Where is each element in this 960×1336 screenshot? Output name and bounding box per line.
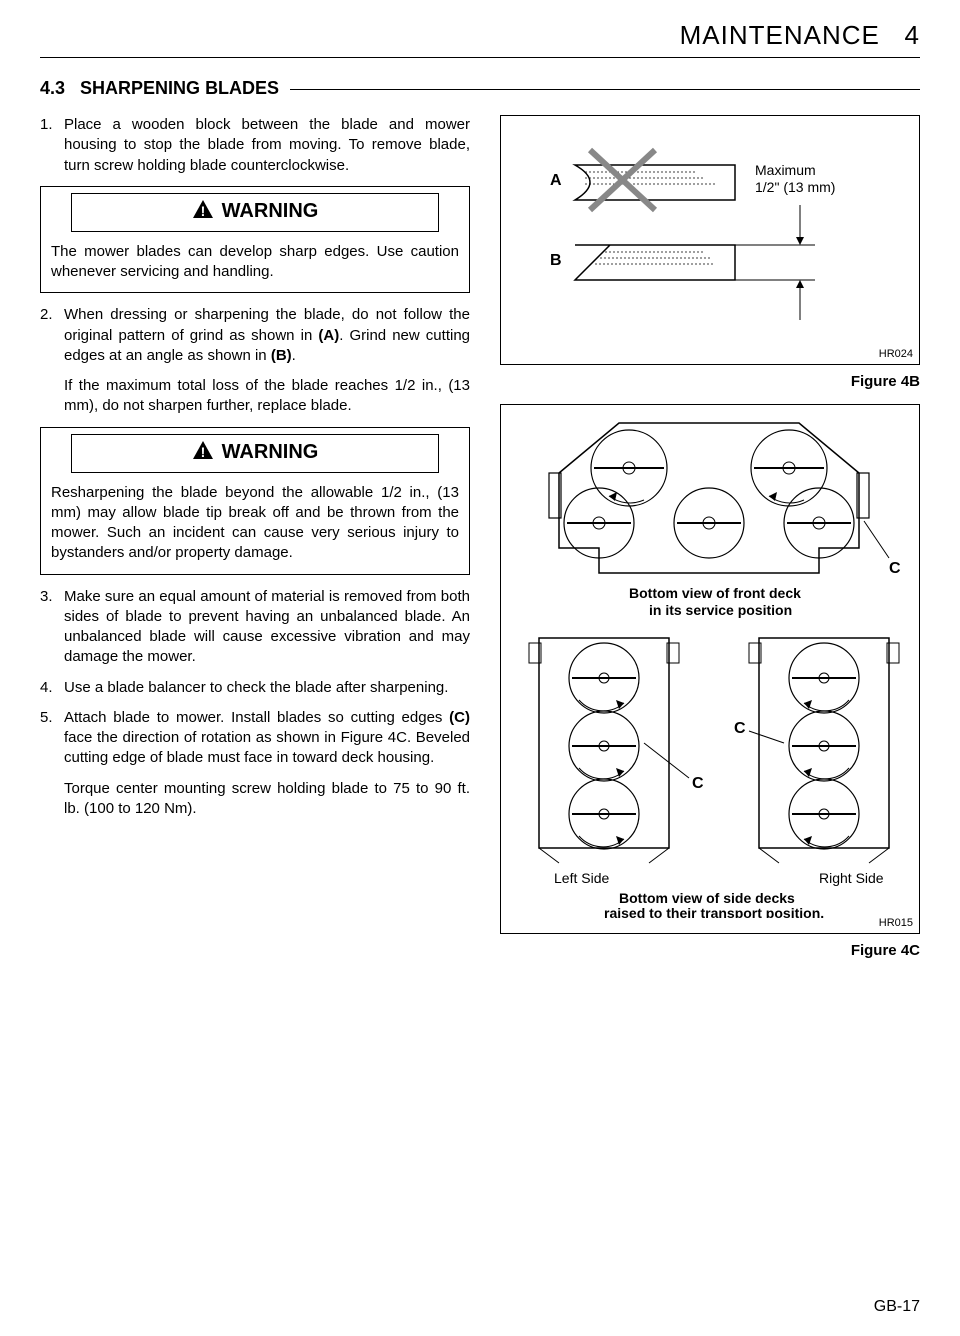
step-number: 5. [40,708,64,819]
figure-id: HR024 [879,348,913,360]
figure-4c-box: C Bottom view of front deck in its servi… [500,404,920,934]
left-column: 1. Place a wooden block between the blad… [40,115,470,973]
step-3: 3. Make sure an equal amount of material… [40,587,470,668]
section-number: 4.3 [40,78,65,98]
header-chapter: 4 [905,20,920,50]
step-5-para2: Torque center mounting screw holding bla… [64,779,470,820]
fig4b-label-b: B [550,252,562,269]
step-number: 1. [40,115,64,176]
step-5: 5. Attach blade to mower. Install blades… [40,708,470,819]
page-header: MAINTENANCE 4 [40,20,920,58]
svg-text:C: C [889,560,901,577]
figure-4b-svg: A B Maximum [515,130,885,340]
step-number: 2. [40,305,64,416]
figure-4c-label: Figure 4C [500,942,920,959]
fig4c-caption2: Bottom view of side decks [619,890,795,906]
svg-text:!: ! [200,203,205,219]
warning-box-2: ! WARNING Resharpening the blade beyond … [40,427,470,575]
step-text: Make sure an equal amount of material is… [64,587,470,668]
step-number: 3. [40,587,64,668]
warning-head: ! WARNING [71,193,439,232]
header-title: MAINTENANCE [680,20,880,50]
right-column: A B Maximum [500,115,920,973]
figure-4c-svg: C Bottom view of front deck in its servi… [509,413,909,918]
section-name: SHARPENING BLADES [80,78,279,98]
step-text: Use a blade balancer to check the blade … [64,678,470,698]
step-text: Attach blade to mower. Install blades so… [64,708,470,819]
warning-title: WARNING [222,200,319,222]
fig4b-label-a: A [550,172,562,189]
fig4c-left: Left Side [554,870,609,886]
step-2: 2. When dressing or sharpening the blade… [40,305,470,416]
step-number: 4. [40,678,64,698]
fig4c-caption2b: raised to their transport position. [604,905,824,918]
warning-head: ! WARNING [71,434,439,473]
figure-4b-label: Figure 4B [500,373,920,390]
step-1: 1. Place a wooden block between the blad… [40,115,470,176]
warning-box-1: ! WARNING The mower blades can develop s… [40,186,470,294]
warning-icon: ! [192,199,214,227]
step-text: When dressing or sharpening the blade, d… [64,305,470,416]
fig4c-caption1b: in its service position [649,602,792,618]
figure-4b-box: A B Maximum [500,115,920,365]
warning-body: Resharpening the blade beyond the allowa… [41,479,469,574]
figure-id: HR015 [879,917,913,929]
fig4c-caption1: Bottom view of front deck [629,585,801,601]
fig4b-max-1: Maximum [755,162,816,178]
svg-text:!: ! [200,444,205,460]
section-title: 4.3 SHARPENING BLADES [40,78,920,99]
step-text: Place a wooden block between the blade a… [64,115,470,176]
step-2-para2: If the maximum total loss of the blade r… [64,376,470,417]
svg-text:C: C [734,720,746,737]
fig4c-right: Right Side [819,870,884,886]
fig4b-max-2: 1/2" (13 mm) [755,179,835,195]
warning-title: WARNING [222,441,319,463]
page-number: GB-17 [874,1298,920,1316]
svg-text:C: C [692,775,704,792]
warning-icon: ! [192,440,214,468]
step-4: 4. Use a blade balancer to check the bla… [40,678,470,698]
warning-body: The mower blades can develop sharp edges… [41,238,469,293]
